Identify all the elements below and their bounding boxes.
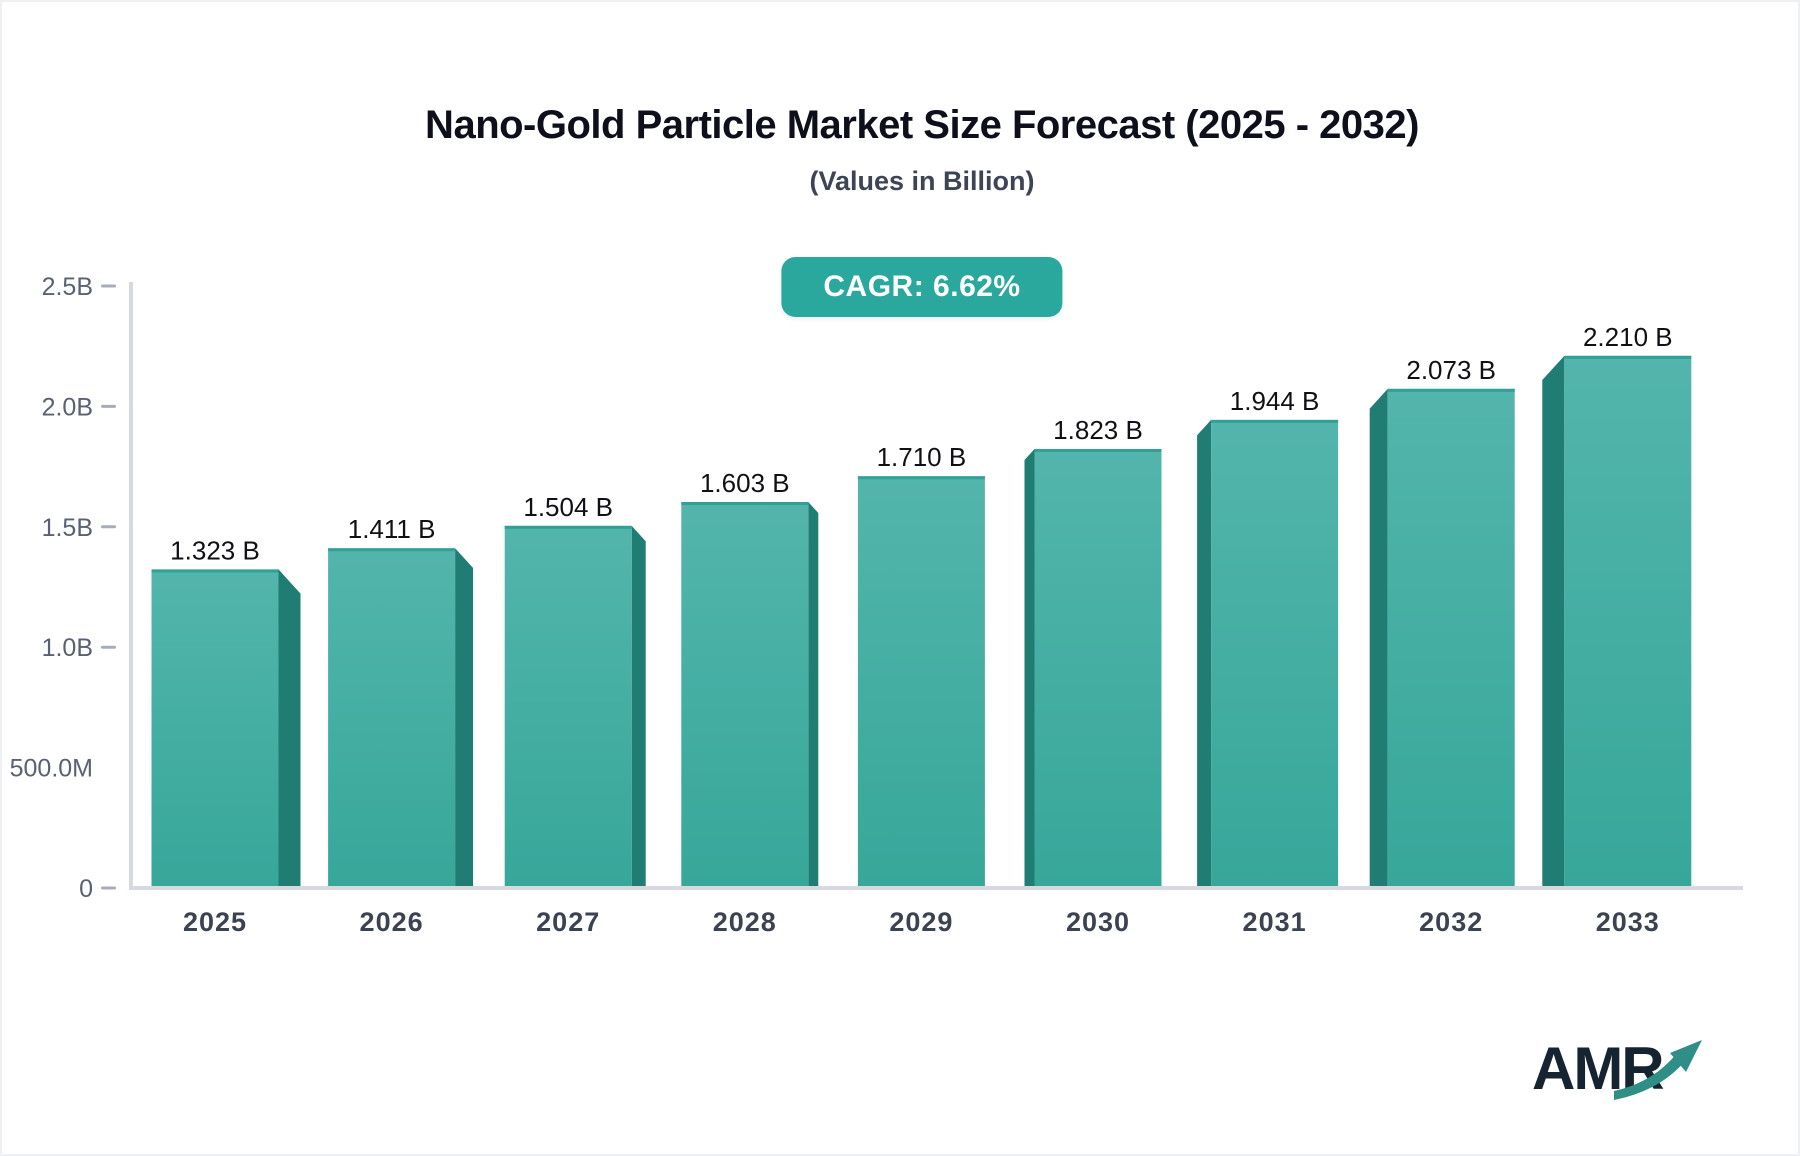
bar-side-2030 — [1024, 449, 1035, 887]
bar-side-2025 — [278, 569, 301, 887]
bar-2032 — [1387, 388, 1515, 887]
bar-2025 — [151, 569, 279, 887]
x-axis-label: 2032 — [1419, 907, 1483, 937]
x-axis-line — [129, 886, 1743, 890]
bar-value-label: 1.603 B — [700, 468, 790, 498]
bar-side-2033 — [1542, 355, 1565, 887]
bar-value-label: 2.210 B — [1583, 322, 1673, 352]
x-axis-label: 2030 — [1066, 907, 1130, 937]
bar-top-edge-2033 — [1564, 355, 1692, 359]
chart-title: Nano-Gold Particle Market Size Forecast … — [425, 103, 1419, 147]
cagr-badge: CAGR: 6.62% — [781, 257, 1063, 317]
y-axis-label: 1.5B — [42, 514, 93, 542]
y-axis-line — [129, 282, 133, 890]
bar-top-edge-2027 — [504, 525, 632, 529]
bar-value-label: 1.823 B — [1053, 415, 1143, 445]
y-tick-dash — [101, 645, 116, 649]
bar-top-edge-2031 — [1211, 419, 1339, 423]
x-axis-label: 2027 — [536, 907, 600, 937]
bar-top-edge-2029 — [857, 476, 985, 480]
bar-2030 — [1034, 449, 1162, 887]
x-axis-label: 2026 — [360, 907, 424, 937]
bar-side-2032 — [1369, 388, 1388, 887]
bar-value-label: 2.073 B — [1406, 355, 1496, 385]
bar-2028 — [681, 501, 809, 887]
y-axis-label: 2.0B — [42, 393, 93, 421]
y-axis-label: 0 — [79, 875, 93, 903]
y-tick-dash — [101, 525, 116, 529]
x-axis-label: 2031 — [1243, 907, 1307, 937]
x-axis-label: 2028 — [713, 907, 777, 937]
bar-top-edge-2028 — [681, 501, 809, 505]
bar-2026 — [328, 548, 456, 887]
amr-logo: AMR — [1532, 1034, 1732, 1114]
y-tick-dash — [101, 284, 116, 288]
bar-side-2028 — [808, 501, 819, 887]
trend-arrow-icon — [1614, 1040, 1702, 1100]
bar-side-2026 — [455, 548, 474, 887]
bar-side-2027 — [631, 525, 646, 887]
y-axis-label: 1.0B — [42, 634, 93, 662]
bar-top-edge-2026 — [328, 548, 456, 552]
bar-2029 — [857, 476, 985, 887]
y-tick-dash — [101, 404, 116, 408]
bar-value-label: 1.504 B — [523, 492, 613, 522]
chart-subtitle: (Values in Billion) — [809, 166, 1035, 196]
bar-value-label: 1.323 B — [170, 535, 260, 565]
y-axis-label: 2.5B — [42, 273, 93, 301]
x-axis-label: 2033 — [1596, 907, 1660, 937]
bar-value-label: 1.411 B — [348, 514, 436, 544]
y-tick-dash — [101, 886, 116, 890]
bar-2031 — [1211, 419, 1339, 887]
x-axis-label: 2025 — [183, 907, 247, 937]
y-axis-label: 500.0M — [10, 755, 93, 783]
bar-value-label: 1.710 B — [877, 442, 967, 472]
bar-top-edge-2030 — [1034, 449, 1162, 453]
bar-2033 — [1564, 355, 1692, 887]
bar-2027 — [504, 525, 632, 887]
bar-value-label: 1.944 B — [1230, 386, 1320, 416]
bar-side-2031 — [1197, 419, 1212, 887]
x-axis-label: 2029 — [889, 907, 953, 937]
bar-top-edge-2032 — [1387, 388, 1515, 392]
bar-top-edge-2025 — [151, 569, 279, 573]
